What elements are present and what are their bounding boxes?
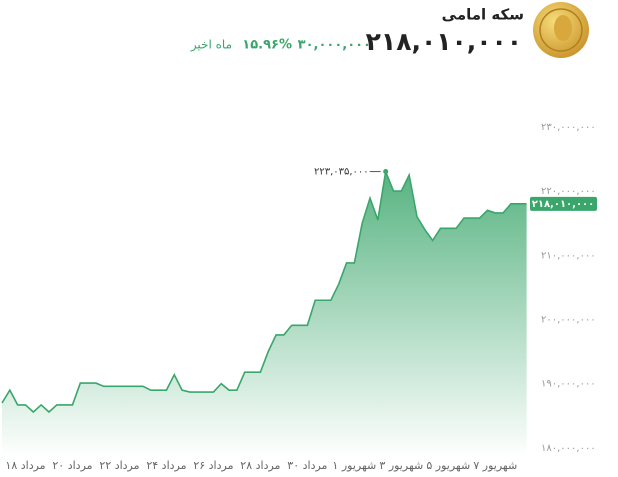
last-label: ۲۱۸,۰۱۰,۰۰۰ bbox=[532, 199, 595, 210]
x-tick-label: ۲۰ مرداد bbox=[52, 459, 92, 472]
last-badge bbox=[530, 196, 597, 211]
y-tick-label: ۲۳۰,۰۰۰,۰۰۰ bbox=[541, 122, 596, 133]
line bbox=[1, 168, 527, 414]
period: ماه اخیر bbox=[190, 38, 232, 53]
price: ۲۱۸,۰۱۰,۰۰۰ bbox=[366, 27, 522, 56]
y-tick-label: ۲۲۰,۰۰۰,۰۰۰ bbox=[541, 186, 596, 197]
x-tick-label: ۵ شهریور bbox=[426, 459, 470, 472]
x-tick-label: ۲۲ مرداد bbox=[99, 459, 139, 472]
y-tick-label: ۲۰۰,۰۰۰,۰۰۰ bbox=[541, 315, 596, 326]
y-tick-label: ۲۱۰,۰۰۰,۰۰۰ bbox=[541, 250, 596, 261]
x-tick-label: ۷ شهریور bbox=[473, 459, 517, 472]
area bbox=[2, 171, 527, 458]
x-tick-label: ۱ شهریور bbox=[332, 459, 376, 472]
x-tick-label: ۲۸ مرداد bbox=[240, 459, 280, 472]
x-tick-label: ۳ شهریور bbox=[379, 459, 423, 472]
x-tick-label: ۳۰ مرداد bbox=[287, 459, 327, 472]
y-tick-label: ۱۸۰,۰۰۰,۰۰۰ bbox=[541, 443, 596, 454]
max-label: ۲۲۳,۰۳۵,۰۰۰ bbox=[314, 167, 369, 178]
percent: ۱۵.۹۶% bbox=[242, 38, 292, 53]
x-tick-label: ۲۶ مرداد bbox=[193, 459, 233, 472]
coin-icon bbox=[533, 2, 589, 58]
y-tick-label: ۱۹۰,۰۰۰,۰۰۰ bbox=[541, 379, 596, 390]
x-tick-label: ۱۸ مرداد bbox=[5, 459, 45, 472]
x-tick-label: ۲۴ مرداد bbox=[146, 459, 186, 472]
title: سکه امامی bbox=[442, 6, 524, 24]
max-point bbox=[383, 169, 389, 175]
change: ۳۰,۰۰۰,۰۰۰ bbox=[298, 38, 371, 53]
